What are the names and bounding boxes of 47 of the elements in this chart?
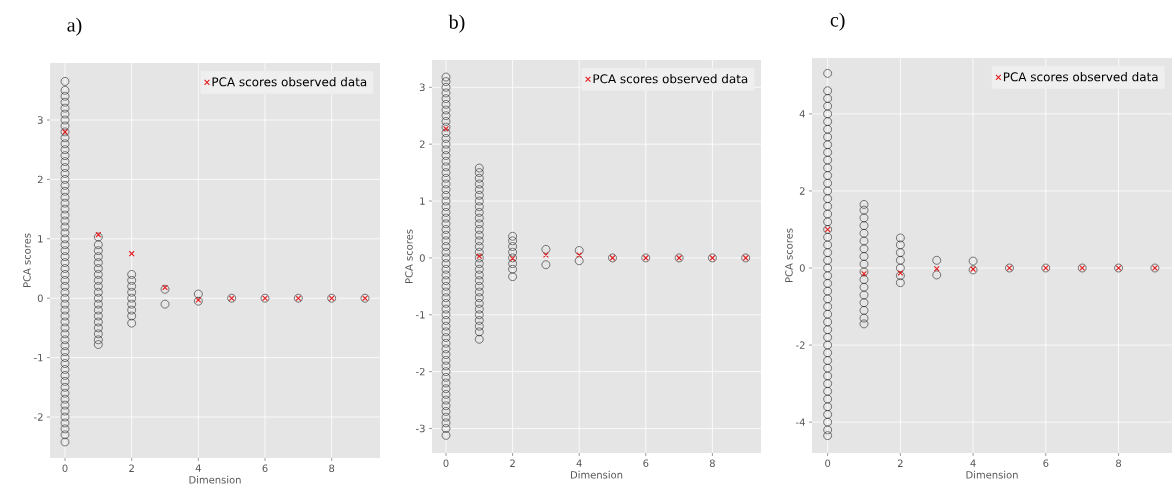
x-tick-label: 2 — [897, 459, 903, 467]
y-tick-label: 4 — [799, 110, 805, 118]
x-tick-label: 8 — [1116, 459, 1122, 468]
point — [897, 270, 904, 276]
y-tick-label: 2 — [37, 175, 43, 184]
y-tick-label: -2 — [416, 367, 425, 376]
legend-label: PCA scores observed data — [1003, 72, 1158, 82]
y-axis-title: PCA scores — [405, 229, 413, 283]
chart-title: a) — [67, 17, 82, 36]
y-tick-label: -4 — [796, 418, 805, 426]
y-axis-title: PCA scores — [23, 233, 31, 287]
y-tick-label: 0 — [37, 294, 43, 302]
y-tick-label: -1 — [416, 311, 425, 319]
legend-label: PCA scores observed data — [593, 74, 748, 84]
x-tick-label: 0 — [825, 459, 831, 468]
x-tick-label: 2 — [129, 464, 134, 472]
point — [576, 252, 583, 259]
x-tick-label: 6 — [643, 459, 649, 468]
x-tick-label: 0 — [443, 459, 449, 468]
y-tick-label: 2 — [419, 140, 425, 148]
x-tick-label: 2 — [510, 459, 515, 467]
y-tick-label: -1 — [34, 353, 43, 362]
x-tick-label: 0 — [62, 464, 68, 473]
y-tick-label: 0 — [799, 264, 805, 272]
y-tick-label: 1 — [38, 235, 43, 243]
chart-title: c) — [830, 12, 845, 31]
x-axis-title: Dimension — [966, 470, 1018, 479]
chart-title: b) — [448, 14, 465, 33]
x-axis-title: Dimension — [571, 470, 623, 479]
x-tick-label: 6 — [1043, 459, 1049, 468]
y-tick-label: -3 — [416, 424, 425, 433]
y-tick-label: 2 — [799, 187, 805, 195]
x-tick-label: 8 — [709, 459, 715, 468]
x-tick-label: 4 — [576, 459, 582, 467]
x-tick-label: 8 — [329, 464, 335, 473]
x-axis-title: Dimension — [189, 475, 241, 484]
y-tick-label: 0 — [419, 254, 425, 262]
x-tick-label: 4 — [195, 464, 201, 472]
y-tick-label: -2 — [796, 341, 805, 349]
y-tick-label: 1 — [420, 197, 425, 205]
y-tick-label: 3 — [419, 83, 425, 92]
y-axis-title: PCA scores — [785, 228, 793, 282]
y-tick-label: 3 — [37, 116, 43, 124]
y-tick-label: -2 — [34, 413, 43, 421]
x-tick-label: 4 — [970, 459, 976, 467]
x-tick-label: 6 — [262, 464, 268, 473]
legend-label: PCA scores observed data — [212, 77, 367, 87]
